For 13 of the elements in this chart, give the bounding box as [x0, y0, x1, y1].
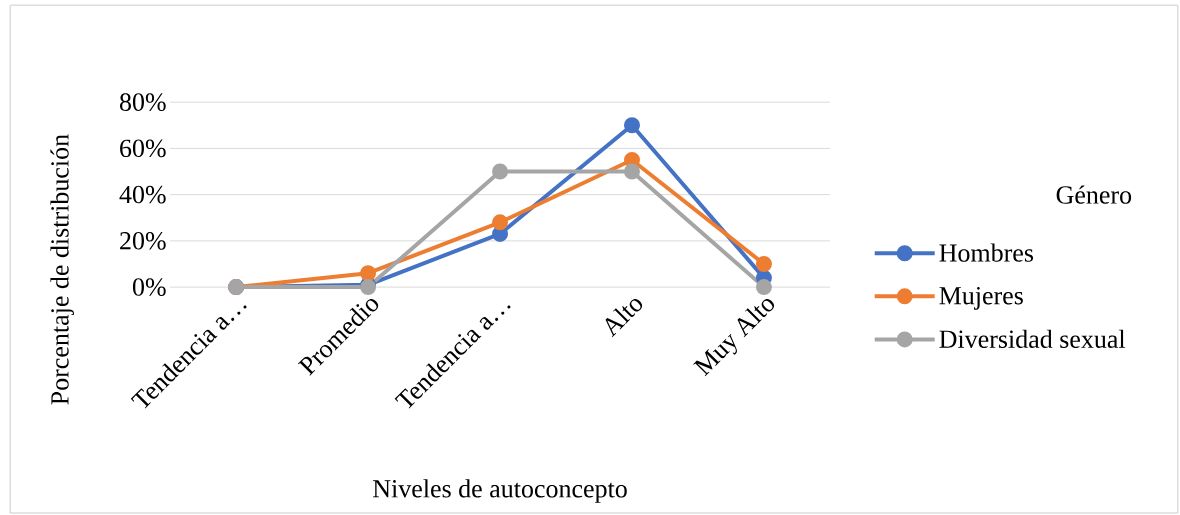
- y-tick-label: 80%: [119, 93, 166, 111]
- x-tick-label: Muy Alto: [693, 298, 775, 377]
- legend-label: Diversidad sexual: [939, 329, 1126, 348]
- legend-label: Hombres: [939, 243, 1034, 262]
- legend-title: Género: [1056, 185, 1132, 204]
- x-tick-label: Alto: [605, 298, 643, 338]
- y-tick-label: 20%: [120, 231, 166, 250]
- y-tick-label: 60%: [120, 139, 166, 158]
- x-axis-title: Niveles de autoconcepto: [373, 479, 627, 503]
- y-axis-title: Porcentaje de distribución: [50, 134, 74, 405]
- y-tick-label: 40%: [119, 185, 166, 204]
- y-tick-label: 0%: [132, 278, 166, 296]
- legend-label: Mujeres: [939, 286, 1023, 310]
